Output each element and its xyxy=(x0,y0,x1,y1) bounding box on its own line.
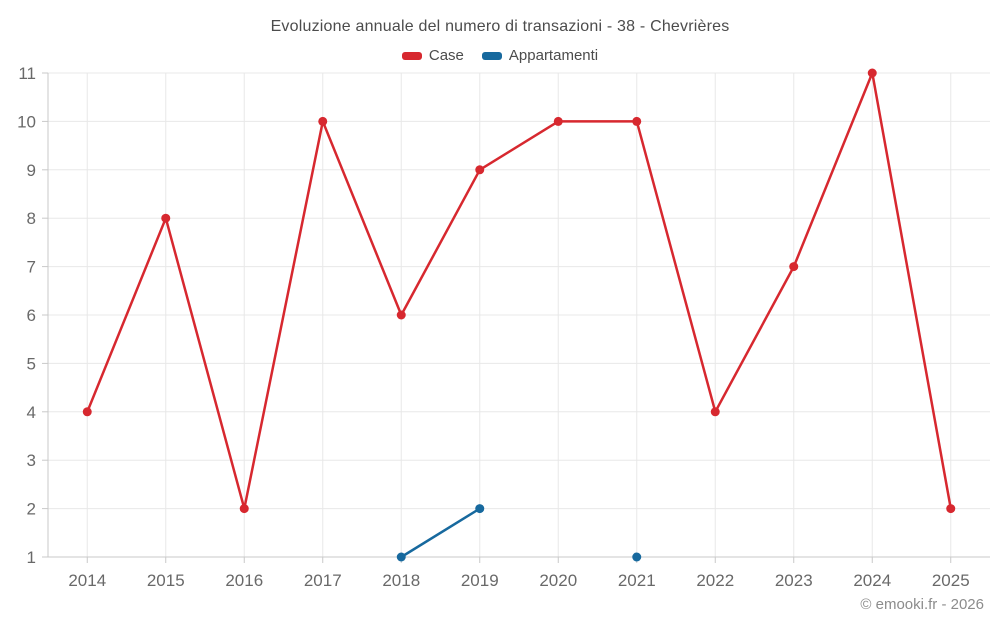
data-point-case-2021[interactable] xyxy=(632,116,642,126)
legend-item-case[interactable]: Case xyxy=(401,47,464,64)
legend-label: Case xyxy=(428,47,464,64)
data-point-case-2018[interactable] xyxy=(396,310,406,320)
x-axis-label: 2023 xyxy=(775,571,813,590)
y-axis-label: 4 xyxy=(27,403,36,422)
y-axis-label: 2 xyxy=(27,500,36,519)
x-axis-label: 2017 xyxy=(304,571,342,590)
y-axis-label: 7 xyxy=(27,258,36,277)
y-axis-label: 10 xyxy=(17,112,36,131)
data-point-case-2022[interactable] xyxy=(710,407,720,417)
legend: Case Appartamenti xyxy=(0,47,1000,64)
series-line-appartamenti xyxy=(401,509,637,557)
y-axis-label: 1 xyxy=(27,548,36,567)
x-axis-label: 2014 xyxy=(68,571,106,590)
y-axis-label: 6 xyxy=(27,306,36,325)
legend-swatch-case xyxy=(401,51,422,60)
data-point-case-2023[interactable] xyxy=(789,262,799,272)
watermark: © emooki.fr - 2026 xyxy=(860,596,984,613)
legend-item-appartamenti[interactable]: Appartamenti xyxy=(481,47,599,64)
y-axis-label: 3 xyxy=(27,451,36,470)
data-point-case-2016[interactable] xyxy=(239,504,249,514)
x-axis-label: 2016 xyxy=(225,571,263,590)
data-point-case-2017[interactable] xyxy=(318,116,328,126)
data-point-case-2024[interactable] xyxy=(867,68,877,78)
data-point-appartamenti-2019[interactable] xyxy=(475,504,485,514)
y-axis-label: 9 xyxy=(27,161,36,180)
y-axis-label: 11 xyxy=(18,64,36,83)
x-axis-label: 2022 xyxy=(696,571,734,590)
x-axis-label: 2024 xyxy=(853,571,891,590)
x-axis-label: 2019 xyxy=(461,571,499,590)
data-point-case-2019[interactable] xyxy=(475,165,485,175)
x-axis-label: 2025 xyxy=(932,571,970,590)
y-axis-label: 8 xyxy=(27,209,36,228)
legend-swatch-appartamenti xyxy=(481,51,502,60)
data-point-case-2020[interactable] xyxy=(553,116,563,126)
series-line-case xyxy=(86,71,953,510)
chart-title: Evoluzione annuale del numero di transaz… xyxy=(270,18,730,35)
data-point-appartamenti-2021[interactable] xyxy=(632,552,642,562)
x-axis-label: 2015 xyxy=(147,571,185,590)
x-axis-label: 2021 xyxy=(618,571,656,590)
data-point-case-2014[interactable] xyxy=(82,407,92,417)
data-point-case-2025[interactable] xyxy=(946,504,956,514)
data-point-appartamenti-2018[interactable] xyxy=(396,552,406,562)
data-point-case-2015[interactable] xyxy=(161,213,171,223)
y-axis-label: 5 xyxy=(27,354,36,373)
x-axis-label: 2018 xyxy=(382,571,420,590)
legend-label: Appartamenti xyxy=(508,47,599,64)
x-axis-label: 2020 xyxy=(539,571,577,590)
